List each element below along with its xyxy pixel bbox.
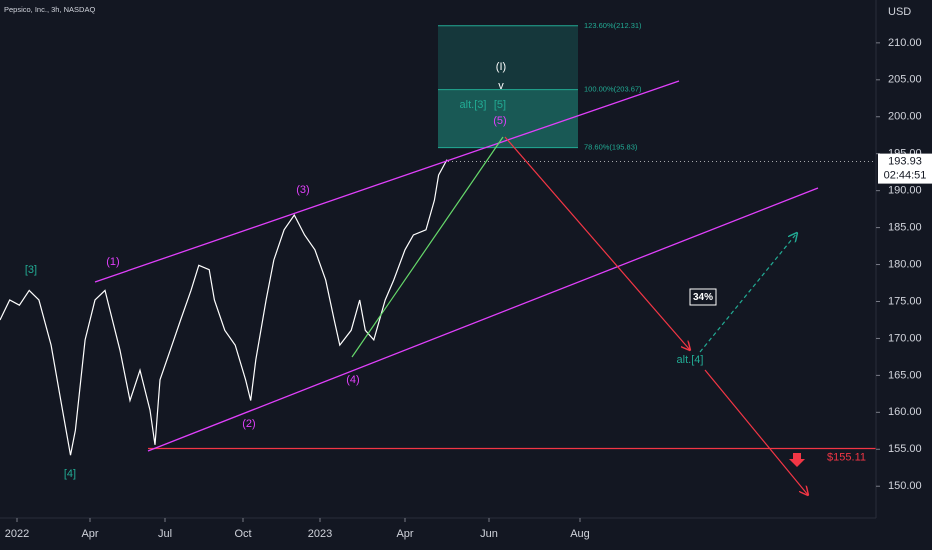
x-tick-label: Jun (480, 528, 498, 540)
wave-label: (2) (242, 418, 255, 430)
wave-label: (5) (493, 115, 506, 127)
x-tick-label: Apr (396, 528, 413, 540)
channel-upper (94, 80, 680, 283)
y-tick-label: 155.00 (888, 443, 922, 455)
wave-label: v (498, 80, 504, 92)
y-tick-label: 170.00 (888, 332, 922, 344)
y-tick-label: 210.00 (888, 37, 922, 49)
y-tick-label: 190.00 (888, 185, 922, 197)
y-tick-label: 200.00 (888, 111, 922, 123)
price-line (0, 159, 448, 456)
currency-label: USD (888, 6, 911, 18)
x-tick-label: 2022 (5, 528, 29, 540)
x-tick-label: Oct (234, 528, 251, 540)
x-tick-label: Jul (158, 528, 172, 540)
alt-projection-line (699, 233, 797, 353)
wave-label: (4) (346, 374, 359, 386)
y-tick-label: 185.00 (888, 222, 922, 234)
y-tick-label: 165.00 (888, 369, 922, 381)
y-tick-label: 175.00 (888, 295, 922, 307)
wave-label: (1) (106, 256, 119, 268)
wave-label: [4] (64, 468, 76, 480)
fib-level-label: 100.00%(203.67) (584, 85, 642, 94)
x-tick-label: Apr (81, 528, 98, 540)
x-tick-label: Aug (570, 528, 590, 540)
last-price-label: 193.93 (888, 156, 922, 168)
fib-box: 123.60%(212.31) 100.00%(203.67) 78.60%(195… (438, 21, 642, 152)
chart-title: Pepsico, Inc., 3h, NASDAQ (4, 5, 95, 14)
wave-label: (3) (296, 184, 309, 196)
fib-level-label: 78.60%(195.83) (584, 143, 638, 152)
y-tick-label: 180.00 (888, 258, 922, 270)
y-tick-label: 205.00 (888, 74, 922, 86)
wave-label: (I) (496, 61, 506, 73)
fib-zone (438, 25, 578, 90)
fib-zone (438, 89, 578, 148)
projection-line (504, 136, 690, 350)
y-tick-label: 150.00 (888, 480, 922, 492)
target-label: $155.11 (827, 451, 866, 463)
projection-line (704, 369, 808, 495)
probability-label: 34% (693, 292, 713, 303)
fib-level-label: 123.60%(212.31) (584, 21, 642, 30)
channel-lower (147, 187, 819, 452)
wave-label: alt.[3] (460, 99, 487, 111)
y-axis-panel (876, 0, 932, 550)
impulse-line (351, 136, 504, 358)
countdown-label: 02:44:51 (884, 170, 927, 182)
wave-label: [5] (494, 99, 506, 111)
down-arrow-icon (789, 453, 805, 467)
x-tick-label: 2023 (308, 528, 332, 540)
wave-label: [3] (25, 264, 37, 276)
y-tick-label: 160.00 (888, 406, 922, 418)
wave-label: alt.[4] (677, 354, 704, 366)
last-price-tag (878, 153, 932, 184)
probability-box (689, 288, 717, 306)
